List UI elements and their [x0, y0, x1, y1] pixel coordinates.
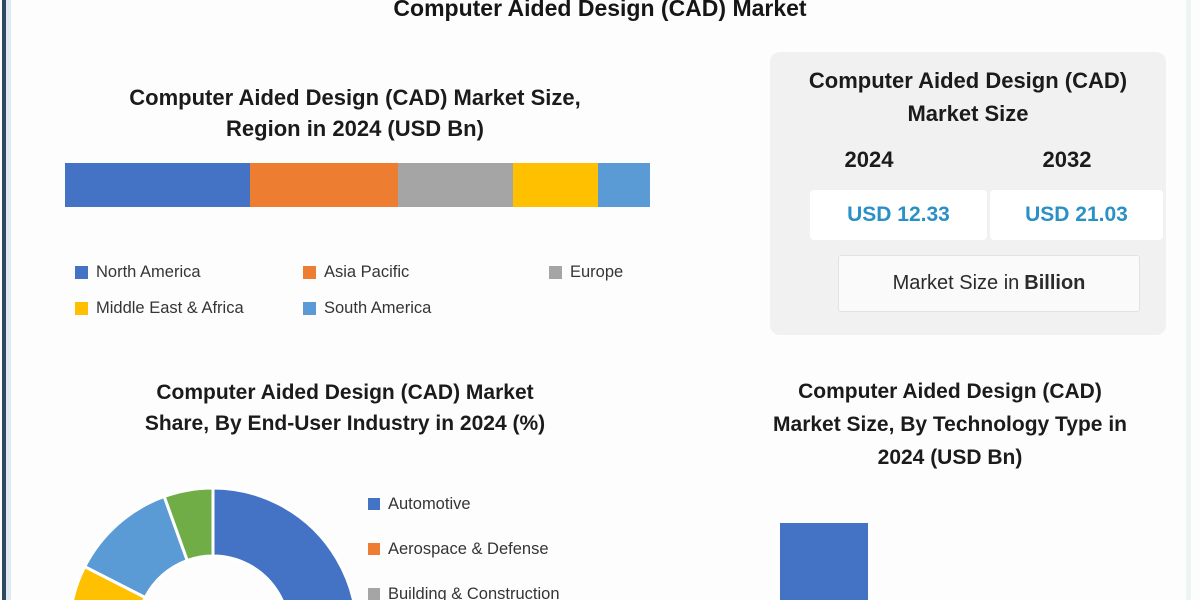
enduser-chart-title-line2: Share, By End-User Industry in 2024 (%): [144, 412, 546, 435]
region-legend-item: South America: [303, 298, 431, 318]
right-edge-line: [1186, 0, 1191, 600]
legend-label: Building & Construction: [388, 584, 560, 600]
year-2024-label: 2024: [844, 147, 894, 172]
region-legend-item: Asia Pacific: [303, 262, 409, 282]
enduser-legend-item: Automotive: [368, 494, 628, 514]
tech-chart-title-line1: Computer Aided Design (CAD): [798, 380, 1102, 403]
enduser-chart-title-line1: Computer Aided Design (CAD) Market: [156, 381, 534, 404]
year-2032-label: 2032: [1042, 147, 1092, 172]
unit-text: Market Size in: [892, 272, 1020, 294]
region-stacked-bar: [65, 163, 650, 207]
legend-label: Europe: [570, 262, 624, 281]
card-title-line2: Market Size: [907, 101, 1029, 126]
legend-label: Automotive: [388, 494, 471, 513]
legend-label: South America: [324, 298, 432, 317]
region-bar-segment-4: [513, 163, 599, 207]
card-title-line1: Computer Aided Design (CAD): [808, 68, 1128, 93]
legend-swatch-icon: [303, 301, 316, 315]
left-edge-glow: [6, 0, 11, 600]
enduser-legend-item: Aerospace & Defense: [368, 539, 628, 559]
values-row: USD 12.33 USD 21.03: [810, 190, 1163, 240]
legend-swatch-icon: [75, 301, 88, 315]
region-bar-segment-2: [250, 163, 399, 207]
region-chart-title-line1: Computer Aided Design (CAD) Market Size,: [129, 85, 581, 110]
left-edge-bar: [2, 0, 6, 600]
legend-label: Asia Pacific: [324, 262, 410, 281]
region-legend-item: Middle East & Africa: [75, 298, 244, 318]
legend-label: Aerospace & Defense: [388, 539, 549, 558]
enduser-donut-chart: [71, 486, 355, 600]
legend-swatch-icon: [368, 588, 380, 600]
donut-slice-6: [162, 486, 215, 563]
market-size-2024-value: USD 12.33: [810, 190, 987, 240]
region-bar-segment-5: [598, 163, 650, 207]
region-bar-segment-1: [65, 163, 251, 207]
tech-chart-title-line3: 2024 (USD Bn): [877, 446, 1023, 469]
legend-swatch-icon: [75, 265, 88, 279]
legend-swatch-icon: [549, 265, 562, 279]
market-size-card-title: Computer Aided Design (CAD) Market Size: [770, 52, 1166, 130]
tech-chart-title-line2: Market Size, By Technology Type in: [773, 413, 1127, 436]
enduser-legend: Automotive Aerospace & Defense Building & …: [368, 494, 628, 600]
legend-swatch-icon: [368, 498, 380, 510]
legend-swatch-icon: [303, 265, 316, 279]
region-chart-title: Computer Aided Design (CAD) Market Size,…: [55, 82, 655, 144]
legend-label: North America: [96, 262, 201, 281]
market-size-2032-value: USD 21.03: [990, 190, 1163, 240]
region-legend-item: North America: [75, 262, 201, 282]
legend-swatch-icon: [368, 543, 380, 555]
page-title: Computer Aided Design (CAD) Market: [393, 0, 807, 21]
tech-chart-title: Computer Aided Design (CAD) Market Size,…: [728, 375, 1172, 474]
region-bar-segment-3: [398, 163, 514, 207]
enduser-chart-title: Computer Aided Design (CAD) Market Share…: [65, 377, 625, 439]
region-legend: North America Asia Pacific Europe Middle Ea…: [75, 262, 655, 332]
region-chart-title-line2: Region in 2024 (USD Bn): [226, 116, 484, 141]
technology-bar: [780, 523, 868, 600]
region-legend-item: Europe: [549, 262, 623, 282]
legend-label: Middle East & Africa: [96, 298, 244, 317]
donut-slice-1: [211, 486, 355, 600]
market-size-card: Computer Aided Design (CAD) Market Size …: [770, 52, 1166, 335]
market-size-unit-box: Market Size in Billion: [838, 255, 1140, 312]
unit-text-bold: Billion: [1024, 272, 1086, 294]
years-row: 2024 2032: [770, 147, 1166, 173]
enduser-legend-item: Building & Construction: [368, 584, 628, 600]
